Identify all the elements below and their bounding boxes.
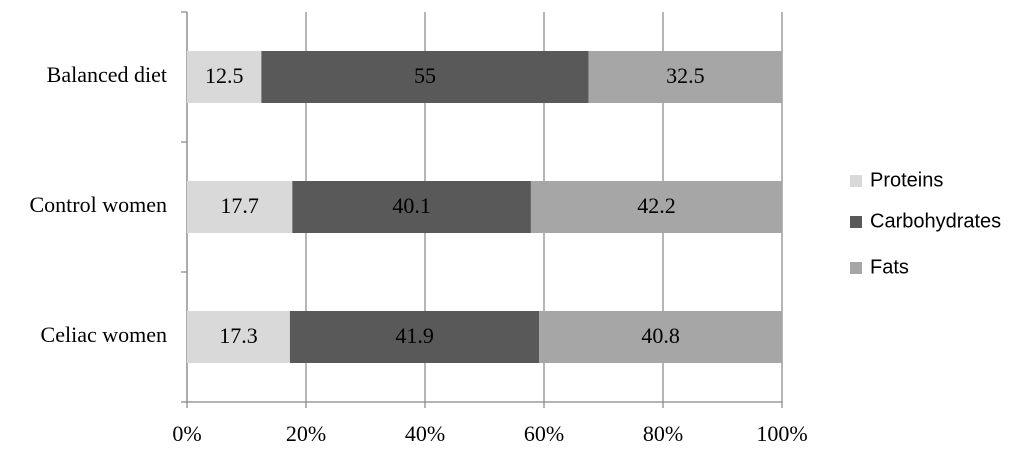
bar-segment <box>539 311 782 363</box>
x-tick-label: 80% <box>643 421 683 446</box>
bar-segment <box>289 311 540 363</box>
legend-label: Fats <box>870 256 909 278</box>
x-tick-label: 100% <box>756 421 807 446</box>
legend-swatch <box>850 175 862 187</box>
data-label: 12.5 <box>205 63 244 88</box>
y-tick-label: Control women <box>30 192 168 217</box>
bar-segment <box>261 51 589 103</box>
data-label: 40.8 <box>641 323 680 348</box>
bar-segment <box>588 51 782 103</box>
data-label: 17.7 <box>220 193 259 218</box>
y-tick-label: Celiac women <box>41 322 167 347</box>
legend-swatch <box>850 262 862 274</box>
data-label: 55 <box>414 63 436 88</box>
bar-segment <box>187 51 262 103</box>
x-tick-label: 60% <box>524 421 564 446</box>
bar-segment <box>530 181 782 233</box>
bar-segment <box>292 181 531 233</box>
x-tick-label: 40% <box>405 421 445 446</box>
data-label: 17.3 <box>219 323 258 348</box>
bar-segment <box>187 181 293 233</box>
bar-segment <box>187 311 290 363</box>
legend-label: Carbohydrates <box>870 210 1001 232</box>
x-tick-label: 0% <box>172 421 201 446</box>
legend-swatch <box>850 216 862 228</box>
x-tick-label: 20% <box>286 421 326 446</box>
legend-label: Proteins <box>870 169 943 191</box>
data-label: 40.1 <box>392 193 431 218</box>
y-tick-label: Balanced diet <box>47 62 167 87</box>
data-label: 41.9 <box>395 323 434 348</box>
data-label: 32.5 <box>666 63 705 88</box>
data-label: 42.2 <box>637 193 676 218</box>
